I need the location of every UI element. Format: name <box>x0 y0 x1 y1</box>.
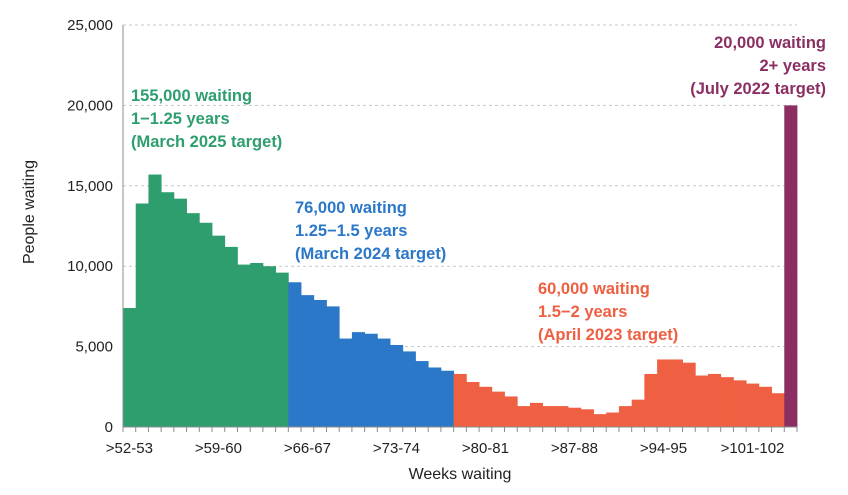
annotation-purple-line-2: 2+ years <box>759 57 826 75</box>
x-tick-label: >66-67 <box>284 440 331 457</box>
x-tick-label: >94-95 <box>640 440 687 457</box>
bar <box>682 362 696 427</box>
y-axis-title: People waiting <box>21 160 38 264</box>
y-tick-label: 20,000 <box>67 97 113 114</box>
bar <box>631 399 645 427</box>
bar <box>618 406 633 427</box>
bar <box>758 386 772 427</box>
bar <box>580 409 594 427</box>
annotation-blue-line-1: 76,000 waiting <box>295 199 407 217</box>
x-tick-label: >80-81 <box>462 440 509 457</box>
y-tick-label: 0 <box>105 419 113 436</box>
bar <box>720 377 734 427</box>
y-tick-label: 15,000 <box>67 178 113 195</box>
annotation-green: 155,000 waiting 1−1.25 years (March 2025… <box>131 87 282 151</box>
bar <box>351 332 366 427</box>
bar <box>746 383 760 427</box>
bar <box>669 359 683 427</box>
bar <box>529 402 544 427</box>
bar <box>186 213 200 427</box>
bar <box>326 306 340 427</box>
bar <box>123 308 137 427</box>
annotation-orange-line-2: 1.5−2 years <box>538 303 627 321</box>
bar <box>377 338 391 427</box>
bar <box>593 414 607 427</box>
x-tick-label: >101-102 <box>721 440 785 457</box>
bar <box>237 264 251 427</box>
bar <box>771 393 785 427</box>
bar <box>161 192 175 427</box>
bar <box>568 407 582 427</box>
x-axis-title: Weeks waiting <box>409 466 512 483</box>
bar <box>428 367 442 427</box>
bar <box>173 198 187 427</box>
gridlines <box>123 24 797 348</box>
y-tick-labels: 0 5,000 10,000 15,000 20,000 25,000 <box>67 17 113 436</box>
bar <box>250 262 264 427</box>
bar <box>415 361 429 427</box>
bar <box>555 406 569 427</box>
bar <box>440 370 455 427</box>
y-tick-label: 10,000 <box>67 258 113 275</box>
x-tick-label: >59-60 <box>195 440 242 457</box>
bar <box>479 386 493 427</box>
annotation-blue-line-2: 1.25−1.5 years <box>295 222 407 240</box>
bar <box>148 174 162 427</box>
annotation-orange-line-3: (April 2023 target) <box>538 326 678 344</box>
bar <box>733 380 747 427</box>
bar <box>707 373 722 427</box>
bar <box>224 246 238 427</box>
bar <box>275 272 289 427</box>
bar <box>644 373 658 427</box>
bar <box>288 282 302 427</box>
annotation-purple: 20,000 waiting 2+ years (July 2022 targe… <box>690 34 826 98</box>
bar <box>491 391 505 427</box>
bar <box>199 222 213 427</box>
bar <box>301 295 315 427</box>
bar <box>695 375 709 427</box>
annotation-blue-line-3: (March 2024 target) <box>295 245 446 263</box>
annotation-orange-line-1: 60,000 waiting <box>538 280 650 298</box>
bar <box>390 344 404 427</box>
bar <box>364 333 378 427</box>
annotation-purple-line-3: (July 2022 target) <box>690 80 826 98</box>
x-tick-label: >52-53 <box>106 440 153 457</box>
bar <box>784 105 798 428</box>
bar <box>542 406 556 427</box>
annotation-orange: 60,000 waiting 1.5−2 years (April 2023 t… <box>538 280 678 344</box>
annotation-green-line-3: (March 2025 target) <box>131 133 282 151</box>
x-tick-labels: >52-53 >59-60 >66-67 >73-74 >80-81 >87-88 >94-… <box>106 440 785 457</box>
bar <box>402 351 416 427</box>
bar <box>657 359 671 427</box>
y-tick-label: 25,000 <box>67 17 113 34</box>
x-tick-label: >87-88 <box>551 440 598 457</box>
bar <box>606 412 620 427</box>
bar <box>313 299 327 427</box>
bar <box>339 338 353 427</box>
bar <box>466 381 480 427</box>
x-tick-label: >73-74 <box>373 440 420 457</box>
annotation-blue: 76,000 waiting 1.25−1.5 years (March 202… <box>295 199 446 263</box>
annotation-green-line-1: 155,000 waiting <box>131 87 252 105</box>
annotation-green-line-2: 1−1.25 years <box>131 110 230 128</box>
x-tick-marks <box>122 427 798 432</box>
bar <box>262 266 277 427</box>
bar <box>453 373 467 427</box>
y-tick-label: 5,000 <box>75 339 113 356</box>
bars <box>123 105 798 428</box>
bar <box>504 396 518 427</box>
annotation-purple-line-1: 20,000 waiting <box>714 34 826 52</box>
bar <box>135 203 149 427</box>
bar <box>212 235 226 427</box>
bar <box>517 406 531 427</box>
